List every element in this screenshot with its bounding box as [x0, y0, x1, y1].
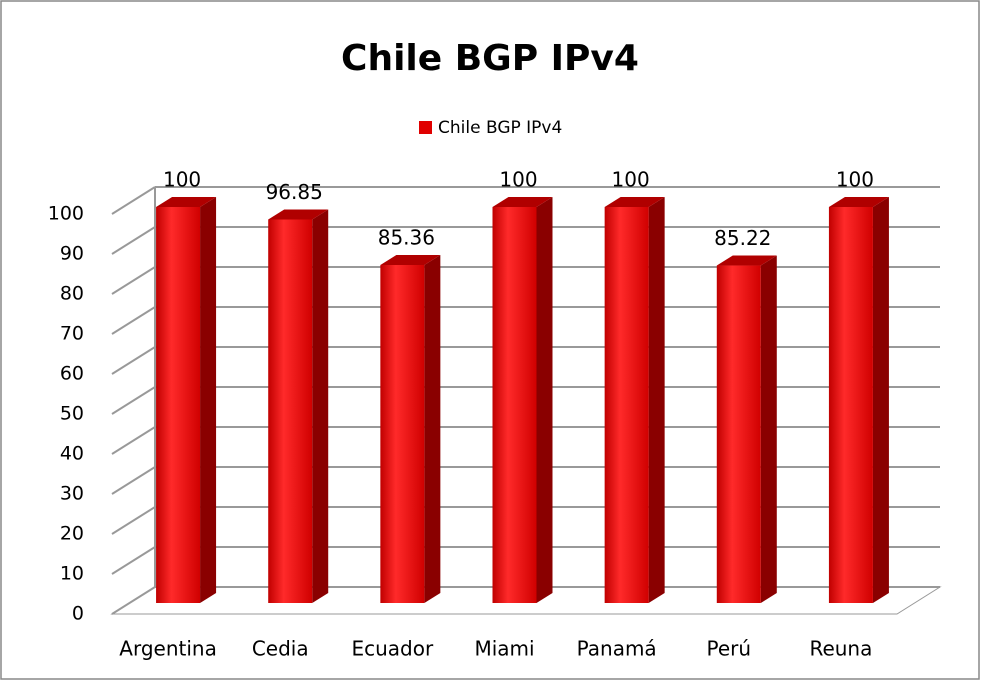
bar-top	[156, 197, 217, 207]
legend-label: Chile BGP IPv4	[438, 118, 562, 138]
bar	[492, 207, 537, 603]
value-label: 100	[499, 168, 537, 192]
y-tick-label: 70	[60, 323, 84, 345]
x-tick-label: Miami	[474, 637, 534, 661]
bar	[156, 207, 201, 603]
bar	[604, 207, 649, 603]
y-tick-label: 20	[60, 523, 84, 545]
legend-swatch	[419, 121, 432, 134]
bar-top	[268, 209, 329, 220]
bar-side	[872, 197, 889, 603]
side-grid-line	[111, 266, 156, 295]
y-tick-label: 0	[72, 603, 84, 625]
y-tick-label: 40	[60, 443, 84, 465]
y-tick-label: 30	[60, 483, 84, 505]
bar	[380, 264, 425, 603]
y-tick-label: 90	[60, 243, 84, 265]
bar	[268, 219, 313, 603]
bar	[716, 265, 761, 603]
y-tick-label: 50	[60, 403, 84, 425]
x-tick-label: Panamá	[577, 637, 657, 661]
value-label: 100	[836, 168, 874, 192]
y-tick-label: 80	[60, 283, 84, 305]
side-grid-line	[111, 346, 156, 375]
value-label: 100	[612, 168, 650, 192]
side-grid-line	[111, 546, 156, 575]
side-grid-line	[111, 426, 156, 455]
bar-top	[492, 197, 553, 207]
side-grid-line	[111, 586, 156, 615]
bar-side	[536, 197, 553, 603]
y-tick-label: 10	[60, 563, 84, 585]
value-label: 85.36	[378, 225, 435, 249]
x-tick-label: Reuna	[809, 637, 872, 661]
bar	[828, 207, 873, 603]
value-label: 96.85	[266, 180, 323, 204]
bar-side	[200, 197, 217, 603]
side-grid-line	[111, 466, 156, 495]
chart-title: Chile BGP IPv4	[341, 38, 639, 79]
bar-top	[604, 197, 665, 207]
y-tick-label: 100	[48, 203, 84, 225]
y-tick-label: 60	[60, 363, 84, 385]
bar-top	[380, 254, 441, 265]
bar-side	[760, 255, 777, 603]
bar-top	[716, 255, 777, 266]
side-grid-line	[111, 186, 156, 215]
value-label: 100	[163, 168, 201, 192]
bar-top	[828, 197, 889, 207]
side-grid-line	[111, 506, 156, 535]
bar-side	[312, 209, 329, 603]
bar-side	[648, 197, 665, 603]
side-grid-line	[111, 306, 156, 335]
side-grid-line	[111, 386, 156, 415]
value-label: 85.22	[714, 226, 771, 250]
x-tick-label: Cedia	[252, 637, 309, 661]
bar-side	[424, 254, 441, 603]
x-tick-label: Ecuador	[351, 637, 433, 661]
side-grid-line	[111, 226, 156, 255]
x-tick-label: Argentina	[119, 637, 217, 661]
x-tick-label: Perú	[707, 637, 752, 661]
